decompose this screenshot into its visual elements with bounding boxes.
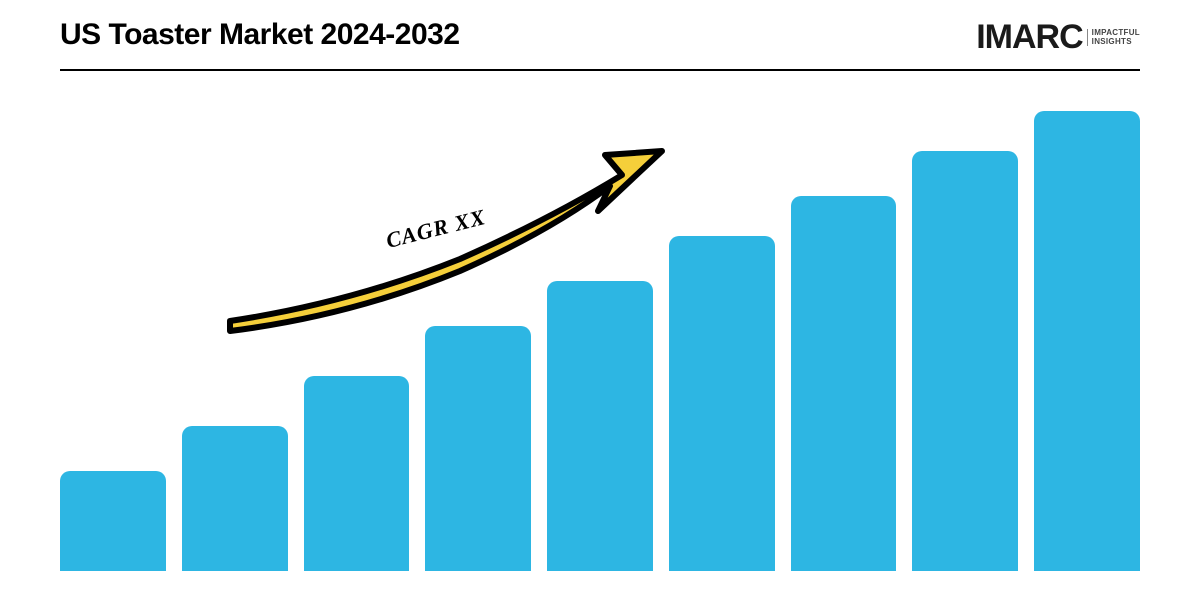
brand-logo: IMARC IMPACTFUL INSIGHTS: [976, 18, 1140, 57]
logo-main-text: IMARC: [976, 18, 1082, 57]
header-divider: [60, 69, 1140, 71]
bar: [60, 471, 166, 571]
logo-tagline: IMPACTFUL INSIGHTS: [1087, 29, 1140, 47]
arrow-icon: [200, 131, 700, 351]
logo-sub-line2: INSIGHTS: [1092, 38, 1140, 47]
bar-chart: CAGR XX: [60, 91, 1140, 571]
bar: [1034, 111, 1140, 571]
bar: [791, 196, 897, 571]
growth-arrow: CAGR XX: [200, 131, 700, 351]
bar: [425, 326, 531, 571]
bar: [912, 151, 1018, 571]
header: US Toaster Market 2024-2032 IMARC IMPACT…: [0, 0, 1200, 65]
bar: [304, 376, 410, 571]
bar: [182, 426, 288, 571]
page-title: US Toaster Market 2024-2032: [60, 18, 460, 52]
arrow-shape: [230, 151, 662, 331]
